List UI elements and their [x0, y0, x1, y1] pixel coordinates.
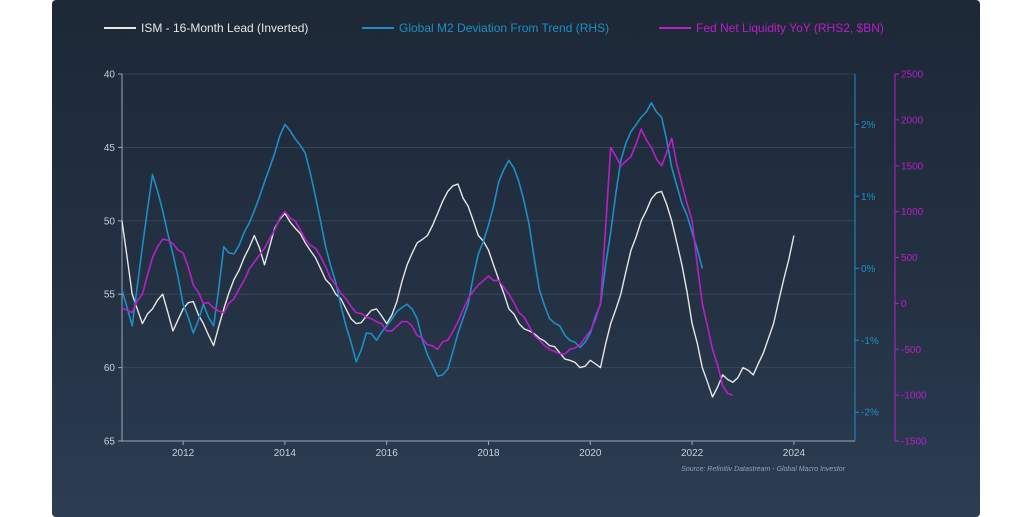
- right2-tick-label: 2500: [901, 70, 924, 81]
- chart-panel: [52, 0, 980, 517]
- x-tick-label: 2024: [783, 448, 806, 459]
- series-lines: [121, 102, 795, 398]
- right-tick-label: -1%: [861, 336, 879, 347]
- right2-tick-label: 0: [901, 299, 907, 310]
- left-tick-label: 60: [104, 363, 116, 374]
- right2-tick-label: -500: [901, 345, 921, 356]
- legend: ISM - 16-Month Lead (Inverted) Global M2 …: [104, 21, 884, 35]
- source-note: Source: Refinitiv Datastream - Global Ma…: [681, 466, 845, 473]
- right-tick-label: -2%: [861, 408, 879, 419]
- x-tick-label: 2018: [477, 448, 500, 459]
- right2-tick-label: -1000: [901, 391, 927, 402]
- x-tick-label: 2012: [172, 448, 195, 459]
- left-tick-label: 45: [104, 143, 116, 154]
- left-tick-label: 65: [104, 437, 116, 448]
- right2-tick-label: 500: [901, 253, 918, 264]
- right-tick-label: 2%: [861, 120, 876, 131]
- x-tick-label: 2020: [579, 448, 602, 459]
- right2-tick-label: 2000: [901, 115, 924, 126]
- right-tick-label: 0%: [861, 264, 876, 275]
- legend-label-2: Global M2 Deviation From Trend (RHS): [399, 21, 609, 35]
- series-line-1: [121, 183, 795, 398]
- x-tick-label: 2022: [681, 448, 704, 459]
- right2-tick-label: 1500: [901, 161, 924, 172]
- legend-label-1: ISM - 16-Month Lead (Inverted): [141, 21, 308, 35]
- grid-lines: [122, 73, 855, 442]
- x-tick-label: 2014: [274, 448, 297, 459]
- series-line-3: [121, 128, 734, 396]
- x-tick-label: 2016: [376, 448, 399, 459]
- legend-label-3: Fed Net Liquidity YoY (RHS2, $BN): [696, 21, 884, 35]
- right2-tick-label: 1000: [901, 207, 924, 218]
- axes: 40 45 50 55 60 65 2012 2014 2016 2018 2020 2022 2024…: [104, 70, 927, 460]
- series-line-2: [121, 102, 704, 377]
- left-tick-label: 50: [104, 216, 116, 227]
- right2-tick-label: -1500: [901, 437, 927, 448]
- left-tick-label: 55: [104, 290, 116, 301]
- right-tick-label: 1%: [861, 192, 876, 203]
- left-tick-label: 40: [104, 70, 116, 81]
